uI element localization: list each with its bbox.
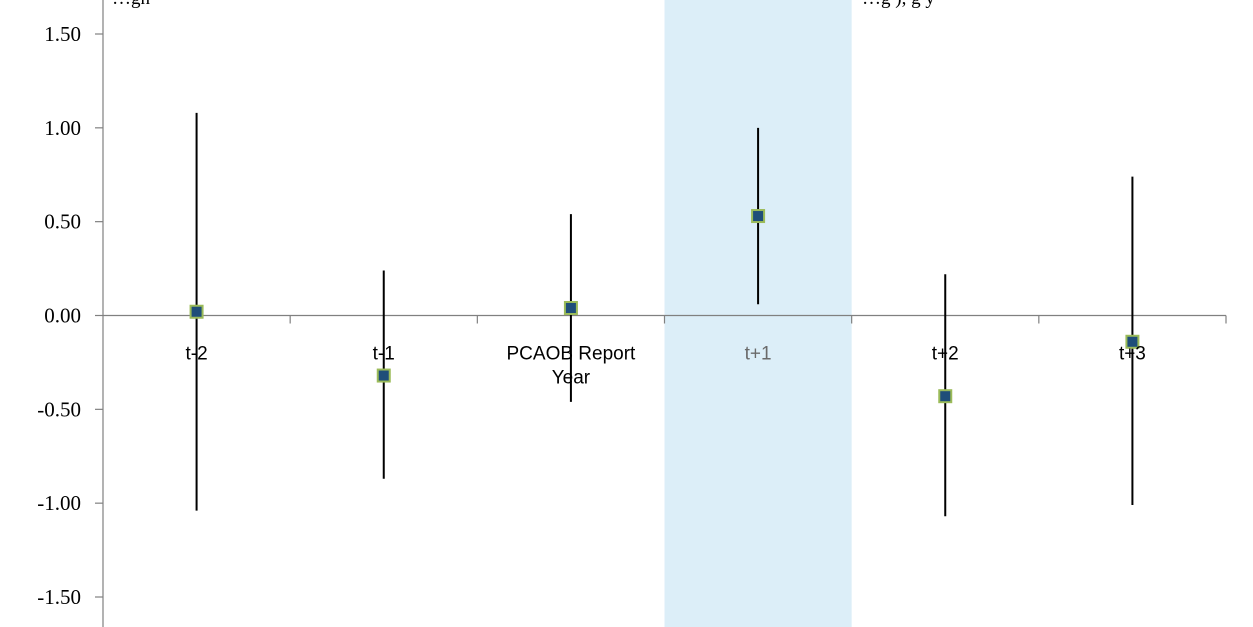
y-tick-label: -0.50 — [37, 397, 81, 421]
caption-right: …g ), g y — [862, 0, 935, 9]
highlight-band — [664, 0, 852, 627]
x-tick-label: t+1 — [745, 344, 772, 365]
y-axis: 1.50 1.00 0.50 0.00 -0.50 -1.00 -1.50 — [37, 0, 104, 627]
data-points — [189, 209, 1140, 404]
data-point — [938, 389, 953, 404]
data-point — [563, 300, 578, 315]
y-tick-label: 1.50 — [44, 22, 81, 46]
x-tick-label: t+3 — [1119, 344, 1146, 365]
data-point — [189, 304, 204, 319]
x-tick-label: t-2 — [185, 344, 207, 365]
x-tick-label: t-1 — [373, 344, 395, 365]
data-point — [751, 209, 766, 224]
y-tick-label: 0.50 — [44, 210, 81, 234]
y-tick-label: -1.50 — [37, 585, 81, 609]
data-point — [376, 368, 391, 383]
x-tick-labels: t-2 t-1 PCAOB Report Year t+1 t+2 t+3 — [185, 344, 1145, 389]
x-tick-label: PCAOB Report Year — [507, 344, 637, 389]
y-tick-label: 0.00 — [44, 304, 81, 328]
data-point — [1125, 334, 1140, 349]
x-axis — [103, 314, 1227, 324]
y-tick-label: 1.00 — [44, 116, 81, 140]
y-tick-label: -1.00 — [37, 491, 81, 515]
x-tick-label: t+2 — [932, 344, 959, 365]
caption-left: …gn — [112, 0, 151, 9]
